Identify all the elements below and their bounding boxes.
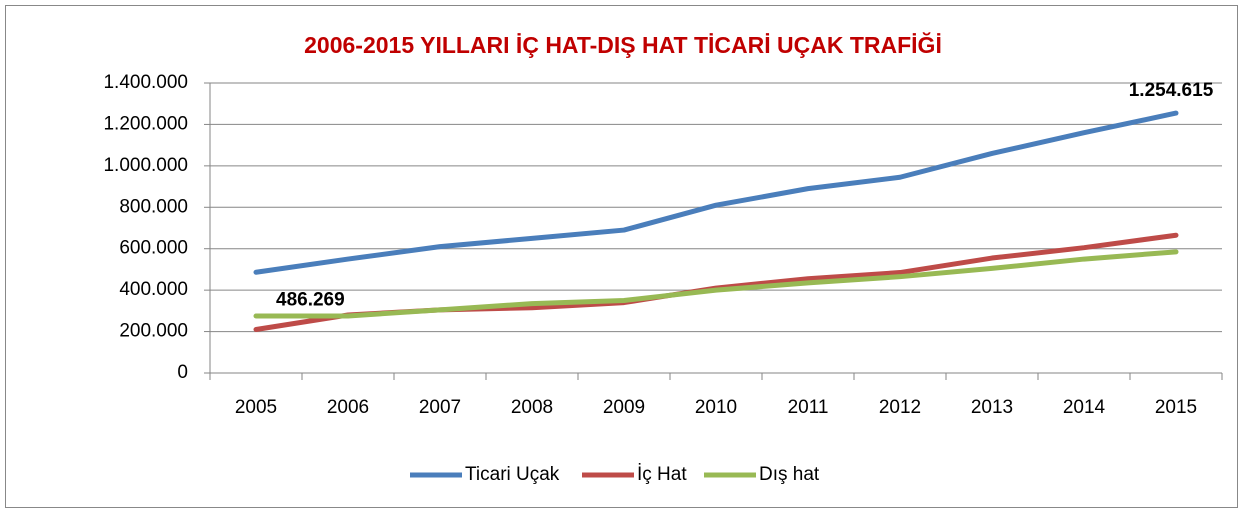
- x-tick-label: 2010: [695, 397, 737, 418]
- y-tick-label: 1.400.000: [103, 72, 188, 93]
- y-tick-label: 600.000: [119, 238, 188, 259]
- x-tick-label: 2005: [235, 397, 277, 418]
- series-line: [253, 110, 1179, 275]
- legend-label: Dış hat: [759, 464, 820, 485]
- legend-label: İç Hat: [637, 464, 687, 485]
- y-tick-label: 1.000.000: [103, 155, 188, 176]
- y-tick-label: 1.200.000: [103, 113, 188, 134]
- y-tick-label: 200.000: [119, 321, 188, 342]
- x-tick-label: 2013: [971, 397, 1013, 418]
- series-line: [253, 249, 1179, 319]
- legend-label: Ticari Uçak: [465, 464, 560, 485]
- x-tick-label: 2012: [879, 397, 921, 418]
- x-tick-label: 2011: [788, 397, 829, 418]
- chart-title: 2006-2015 YILLARI İÇ HAT-DIŞ HAT TİCARİ …: [304, 31, 942, 58]
- x-tick-label: 2014: [1063, 397, 1106, 418]
- y-tick-label: 0: [177, 362, 188, 383]
- chart-border: [5, 5, 1238, 508]
- x-tick-label: 2006: [327, 397, 369, 418]
- x-tick-label: 2007: [419, 397, 461, 418]
- x-tick-label: 2015: [1155, 397, 1197, 418]
- y-tick-label: 400.000: [119, 279, 188, 300]
- data-label: 1.254.615: [1129, 80, 1214, 101]
- y-tick-label: 800.000: [119, 196, 188, 217]
- x-tick-label: 2009: [603, 397, 645, 418]
- x-tick-label: 2008: [511, 397, 553, 418]
- data-label: 486.269: [276, 289, 345, 310]
